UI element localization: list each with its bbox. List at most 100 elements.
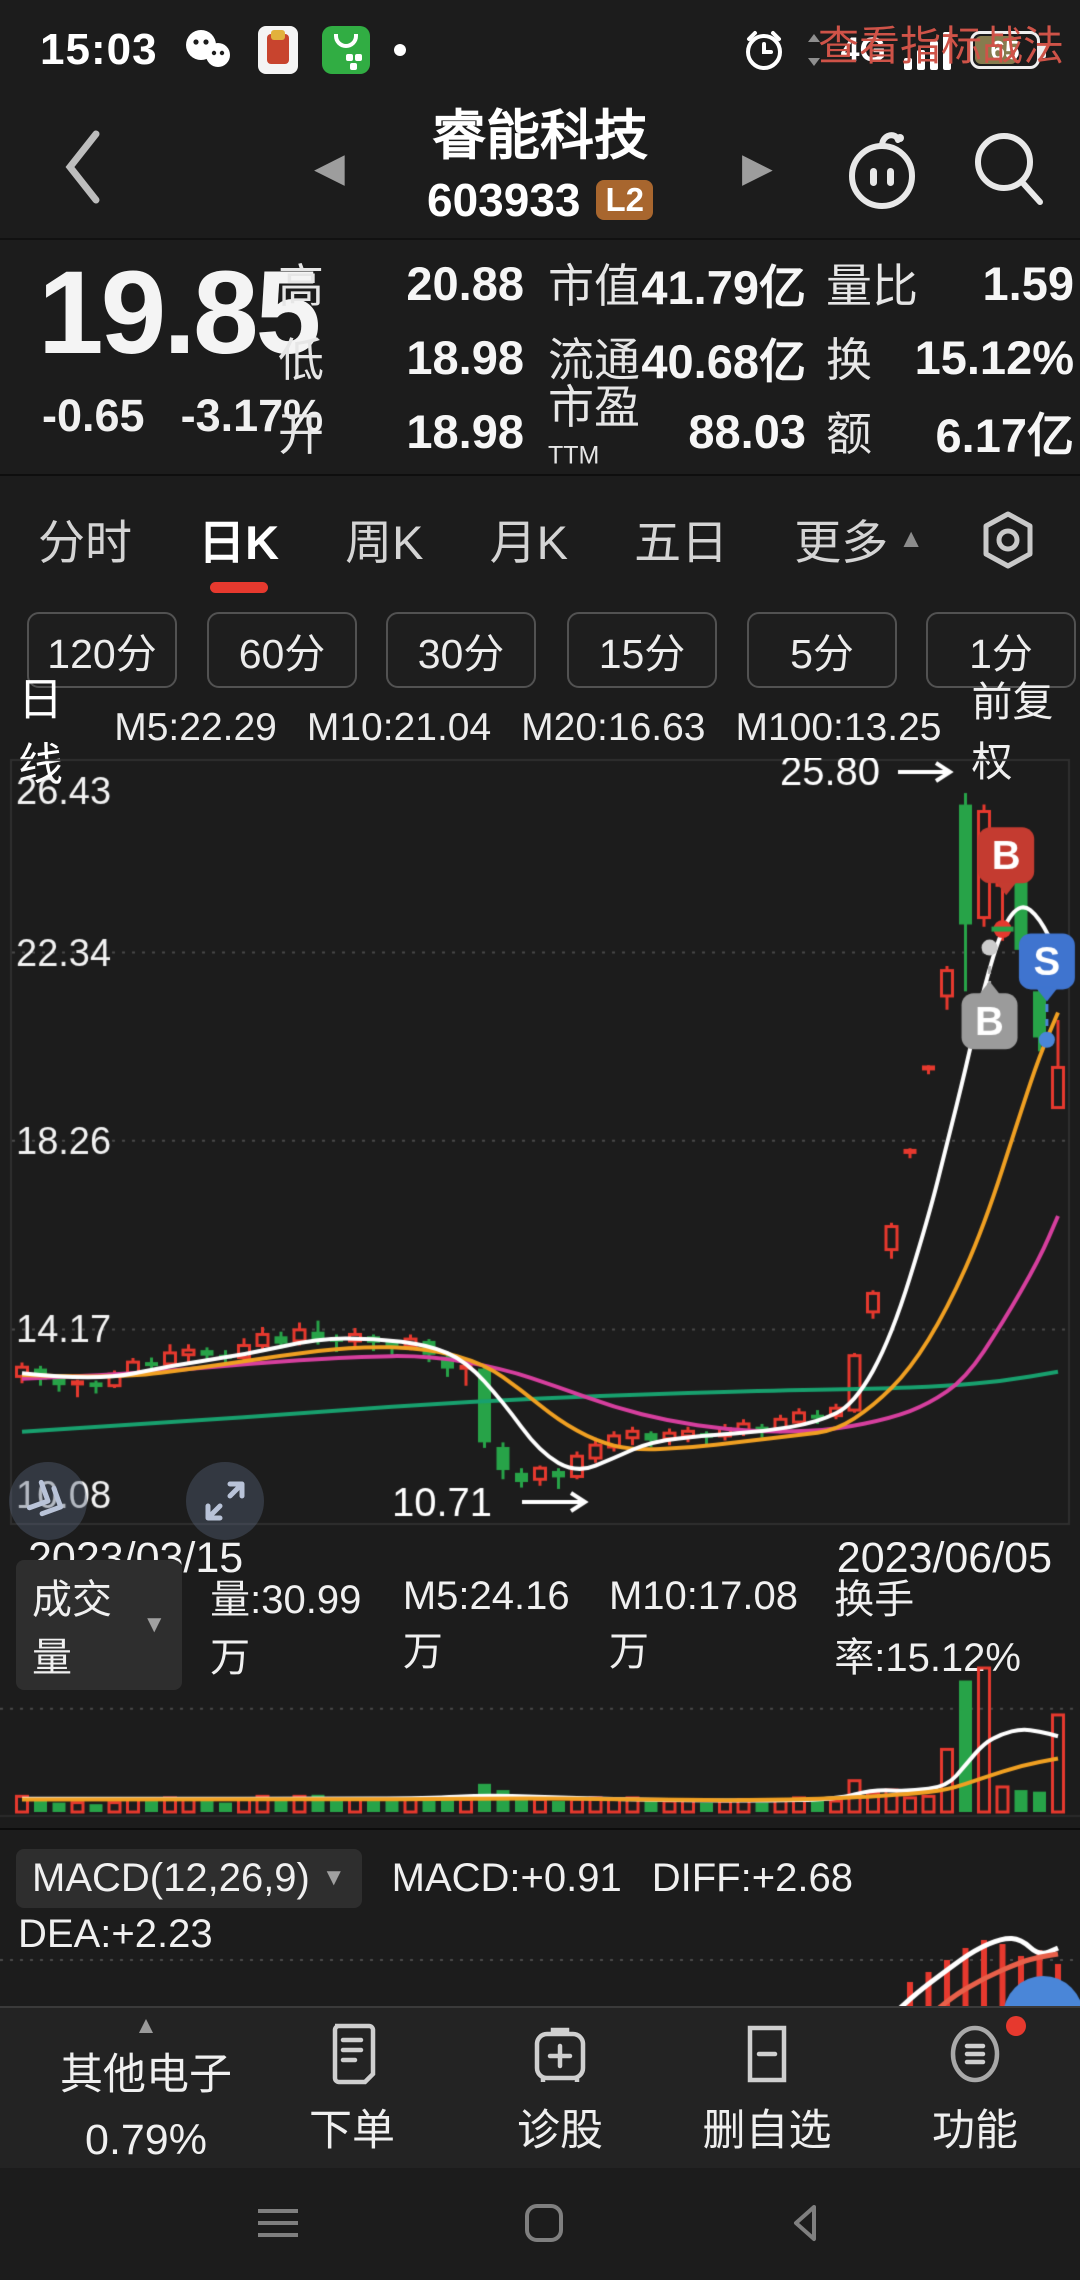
period-1min-button[interactable]: 1分 [926, 612, 1076, 688]
diff-value-label: DIFF:+2.68 [651, 1855, 853, 1900]
stat-value: 1.59 [982, 256, 1074, 310]
expand-caret-icon: ▲ [134, 2012, 158, 2039]
chart-settings-icon[interactable] [978, 510, 1038, 570]
sector-name: 其他电子 [60, 2051, 232, 2099]
prev-stock-button[interactable]: ◀ [314, 146, 345, 190]
period-60min-button[interactable]: 60分 [207, 612, 357, 688]
macd-indicator-dropdown[interactable]: MACD(12,26,9) ▼ [16, 1848, 362, 1908]
stat-column-3: 量比 1.59 换 15.12% 额 6.17亿 [826, 246, 1074, 468]
stat-label: 量比 [826, 260, 918, 312]
stat-column-1: 高 20.88 低 18.98 开 18.98 [278, 246, 524, 468]
functions-icon [890, 2016, 1060, 2086]
stat-label: 换 [826, 334, 872, 386]
price-change-row: -0.65 -3.17% [42, 390, 323, 442]
status-bar: 15:03 4G [0, 0, 1080, 100]
macd-canvas[interactable] [0, 1930, 1080, 2006]
stat-value: 6.17亿 [935, 408, 1074, 462]
kline-header: 日线 M5:22.29 M10:21.04 M20:16.63 M100:13.… [0, 674, 1080, 790]
period-5min-button[interactable]: 5分 [747, 612, 897, 688]
stat-value: 41.79亿 [641, 260, 806, 314]
shop-app-icon [321, 26, 370, 74]
sector-change-pct: 0.79% [85, 2116, 207, 2164]
stat-label: 开 [278, 408, 324, 460]
ma10-label: M10:21.04 [306, 706, 492, 749]
volume-canvas[interactable] [0, 1660, 1080, 1820]
section-divider [0, 1828, 1080, 1830]
l2-badge: L2 [596, 179, 653, 220]
data-transfer-icon [803, 30, 825, 70]
stat-label: 高 [278, 260, 324, 312]
bottom-action-bar: ▲ 其他电子 0.79% 下单 诊股 删自选 [0, 2006, 1080, 2168]
stat-column-2: 市值 41.79亿 流通 40.68亿 市盈TTM 88.03 [548, 246, 806, 470]
minus-box-icon [682, 2022, 852, 2086]
period-15min-button[interactable]: 15分 [567, 612, 717, 688]
stat-label: 市值 [548, 260, 640, 312]
stat-label: 额 [826, 408, 872, 460]
period-120min-button[interactable]: 120分 [27, 612, 177, 688]
notification-red-dot [1006, 2016, 1026, 2036]
stat-value: 18.98 [406, 330, 524, 384]
order-icon [267, 2022, 437, 2086]
tab-five-day[interactable]: 五日 [634, 515, 729, 569]
tab-weekly-k[interactable]: 周K [345, 515, 424, 569]
stat-label: 流通 [548, 334, 640, 386]
caret-down-icon: ▼ [321, 1864, 346, 1891]
stock-name: 睿能科技 [432, 106, 648, 166]
period-button-row: 120分 60分 30分 15分 5分 1分 [0, 598, 1080, 698]
sector-quick-view[interactable]: ▲ 其他电子 0.79% [26, 2014, 266, 2165]
back-button[interactable] [60, 126, 104, 208]
kline-canvas[interactable] [0, 758, 1080, 1530]
price-change: -0.65 [42, 390, 145, 441]
fullscreen-expand-button[interactable] [186, 1462, 264, 1540]
diagnose-stock-button[interactable]: 诊股 [475, 2022, 645, 2158]
remove-watchlist-button[interactable]: 删自选 [682, 2022, 852, 2158]
stat-label: 低 [278, 334, 324, 386]
macd-header: MACD(12,26,9) ▼ MACD:+0.91 DIFF:+2.68 [0, 1846, 1080, 1910]
stat-value: 15.12% [914, 330, 1074, 384]
alarm-icon [741, 27, 787, 73]
nav-back-button[interactable] [784, 2201, 828, 2245]
period-30min-button[interactable]: 30分 [386, 612, 536, 688]
diagnose-icon [475, 2022, 645, 2086]
place-order-button[interactable]: 下单 [267, 2022, 437, 2158]
photo-notification-icon [257, 26, 298, 74]
signal-bars-icon [902, 28, 954, 72]
notification-dot-icon [393, 44, 406, 56]
fast-scroll-button[interactable] [9, 1462, 87, 1540]
clock: 15:03 [40, 25, 158, 74]
nav-menu-button[interactable] [252, 2203, 304, 2243]
kline-chart-area [0, 758, 1080, 1540]
tab-daily-k[interactable]: 日K [198, 492, 279, 585]
tab-monthly-k[interactable]: 月K [489, 515, 568, 569]
stat-value: 18.98 [406, 404, 524, 458]
robot-assistant-icon[interactable] [834, 120, 930, 216]
android-nav-bar [0, 2166, 1080, 2280]
ma100-label: M100:13.25 [735, 706, 942, 749]
stat-value: 20.88 [406, 256, 524, 310]
battery-percent: 65 [990, 34, 1020, 65]
last-price: 19.85 [38, 247, 321, 379]
battery-indicator: 65 [970, 31, 1046, 69]
nav-home-button[interactable] [521, 2200, 567, 2246]
stat-value: 88.03 [688, 404, 806, 458]
ma20-label: M20:16.63 [521, 706, 706, 749]
tab-more[interactable]: 更多 ▲ [794, 515, 924, 569]
volume-m5-label: M5:24.16万 [402, 1573, 570, 1674]
chart-tab-row: 分时 日K 周K 月K 五日 更多 ▲ [0, 474, 1080, 600]
next-stock-button[interactable]: ▶ [742, 146, 773, 190]
caret-down-icon: ▼ [142, 1611, 167, 1638]
indicator-strategy-link[interactable]: 查看指标战法 [818, 23, 1064, 69]
wechat-icon [182, 28, 234, 72]
stock-title-block: 睿能科技 603933 L2 [340, 104, 740, 227]
chart-end-date: 2023/06/05 [836, 1534, 1052, 1582]
search-icon[interactable] [966, 126, 1052, 212]
stock-code: 603933 [426, 173, 581, 226]
price-change-pct: -3.17% [180, 390, 324, 441]
caret-up-icon: ▲ [898, 522, 924, 553]
tab-minute[interactable]: 分时 [38, 515, 132, 569]
ma5-label: M5:22.29 [114, 706, 277, 749]
functions-button[interactable]: 功能 [890, 2016, 1060, 2158]
stat-value: 40.68亿 [641, 334, 806, 388]
app-header: ◀ 睿能科技 603933 L2 ▶ [0, 100, 1080, 238]
